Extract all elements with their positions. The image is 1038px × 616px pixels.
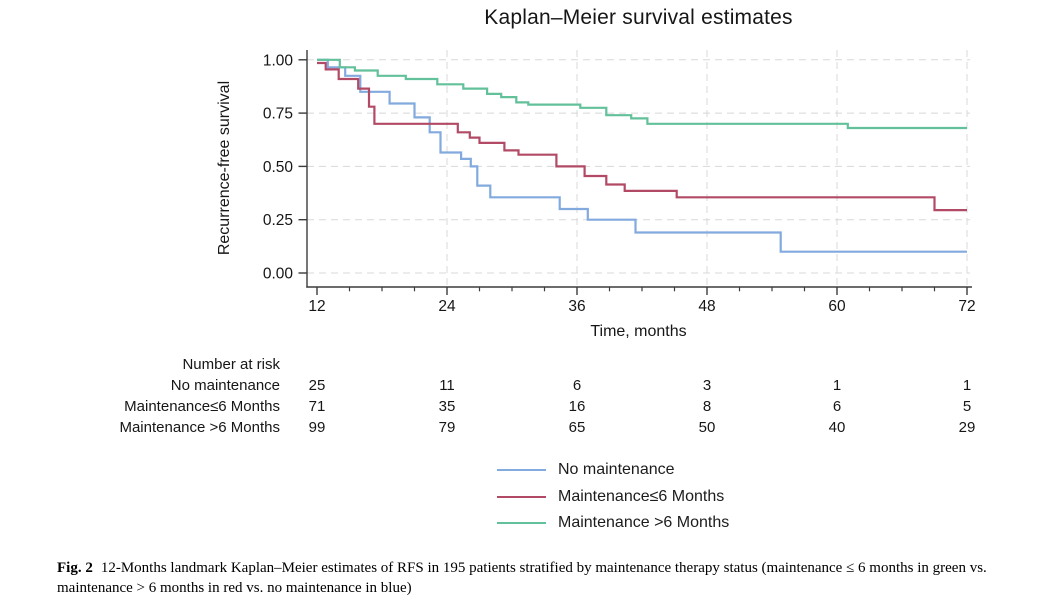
at-risk-value: 6 [832, 398, 842, 415]
x-tick-label: 48 [698, 298, 715, 315]
x-axis-label: Time, months [590, 323, 687, 340]
legend-item: Maintenance >6 Months [497, 514, 729, 532]
x-tick-label: 12 [308, 298, 325, 315]
legend-item: No maintenance [497, 461, 675, 479]
at-risk-value: 11 [439, 377, 455, 394]
at-risk-value: 35 [438, 398, 456, 415]
x-tick-label: 60 [828, 298, 846, 315]
y-tick-label: 1.00 [263, 52, 294, 69]
at-risk-value: 8 [702, 398, 712, 415]
at-risk-value: 6 [572, 377, 582, 394]
y-tick-label: 0.75 [263, 106, 293, 123]
legend-label: Maintenance >6 Months [558, 514, 730, 531]
x-tick-label: 24 [438, 298, 456, 315]
legend-line-swatch [497, 522, 546, 524]
survival-curve-maintenance-6-months [317, 58, 967, 130]
legend-line-swatch [497, 469, 546, 471]
at-risk-value: 25 [308, 377, 326, 394]
y-tick-label: 0.50 [263, 159, 294, 176]
legend-label: Maintenance≤6 Months [558, 487, 725, 505]
at-risk-row-label: Maintenance≤6 Months [124, 398, 280, 415]
legend-line-swatch [497, 495, 546, 498]
at-risk-value: 5 [962, 398, 972, 415]
figure-caption-text: 12-Months landmark Kaplan–Meier estimate… [57, 560, 987, 596]
at-risk-value: 1 [962, 377, 972, 394]
at-risk-header: Number at risk [182, 356, 280, 373]
legend-item: Maintenance≤6 Months [497, 488, 724, 506]
y-tick-label: 0.25 [263, 212, 293, 229]
at-risk-value: 1 [832, 377, 842, 394]
at-risk-value: 29 [958, 419, 976, 436]
figure-caption: Fig. 2 12-Months landmark Kaplan–Meier es… [57, 558, 993, 598]
at-risk-value: 71 [308, 398, 326, 415]
at-risk-value: 3 [702, 377, 712, 394]
x-tick-label: 36 [568, 298, 585, 315]
chart-title: Kaplan–Meier survival estimates [484, 6, 793, 29]
figure-caption-label: Fig. 2 [57, 560, 93, 576]
at-risk-value: 50 [698, 419, 716, 436]
at-risk-value: 99 [308, 419, 326, 436]
at-risk-value: 79 [438, 419, 456, 436]
survival-curve-no-maintenance [317, 58, 967, 253]
at-risk-value: 65 [568, 419, 586, 436]
at-risk-row-label: Maintenance >6 Months [119, 419, 280, 436]
at-risk-value: 40 [828, 419, 846, 436]
x-tick-label: 72 [958, 298, 975, 315]
at-risk-value: 16 [568, 398, 586, 415]
survival-curve-maintenance-6-months [317, 61, 967, 212]
at-risk-row-label: No maintenance [170, 377, 280, 394]
y-tick-label: 0.00 [263, 266, 294, 283]
legend-label: No maintenance [558, 461, 675, 478]
y-axis-label: Recurrence-free survival [216, 80, 233, 256]
